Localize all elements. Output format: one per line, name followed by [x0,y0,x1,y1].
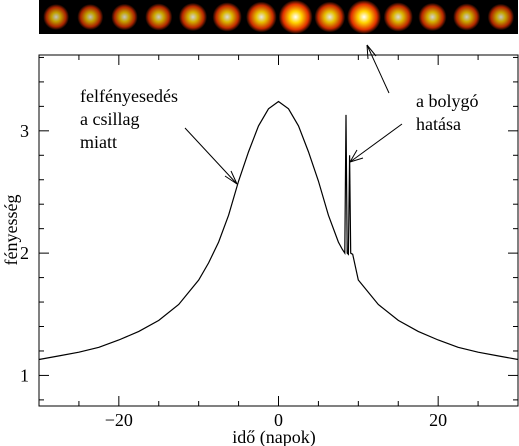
star-image-spot [278,0,313,34]
star-image-spot [145,3,173,31]
annotation-planet-arrow [349,123,403,163]
star-image-spot [111,3,138,31]
annotation-planet-line-2: hatása [416,114,461,134]
star-image-spot [77,4,104,30]
y-tick-label: 3 [20,121,29,141]
strip-pointer-arrowhead [366,44,377,60]
x-tick-label: 0 [274,410,283,430]
star-image-spot [453,3,481,31]
star-image-spot [212,2,242,32]
annotation-star-line-3: miatt [80,132,117,152]
star-image-spot [383,2,413,32]
y-axis-label: fényesség [1,195,21,266]
star-image-spot [43,4,70,30]
star-image-spot [314,1,346,33]
annotation-planet-arrowhead [349,149,364,163]
annotation-planet-line-1: a bolygó [416,91,479,111]
star-image-strip [39,0,518,34]
annotation-star-brightening: felfényesedés a csillag miatt [80,86,238,185]
y-tick-label: 1 [20,365,29,385]
light-curve-plot: −20 0 20 1 2 3 [20,54,519,430]
star-image-spot [487,3,515,31]
star-image-spot [178,2,208,32]
star-image-spot [418,2,447,32]
annotation-planet-effect: a bolygó hatása [349,44,479,163]
star-image-spot [347,0,382,34]
light-curve-line [38,100,519,361]
annotation-star-line-2: a csillag [80,109,139,129]
x-tick-label: 20 [429,410,447,430]
star-image-spot [246,1,277,33]
annotation-star-line-1: felfényesedés [80,86,178,106]
x-tick-label: −20 [105,410,133,430]
strip-pointer-arrow [366,44,390,94]
annotation-star-arrow [184,127,238,185]
annotation-star-arrowhead [224,170,238,185]
y-tick-label: 2 [20,243,29,263]
y-axis-ticks: 1 2 3 [20,56,518,401]
x-axis-ticks: −20 0 20 [38,55,519,430]
x-axis-label: idő (napok) [232,427,315,446]
